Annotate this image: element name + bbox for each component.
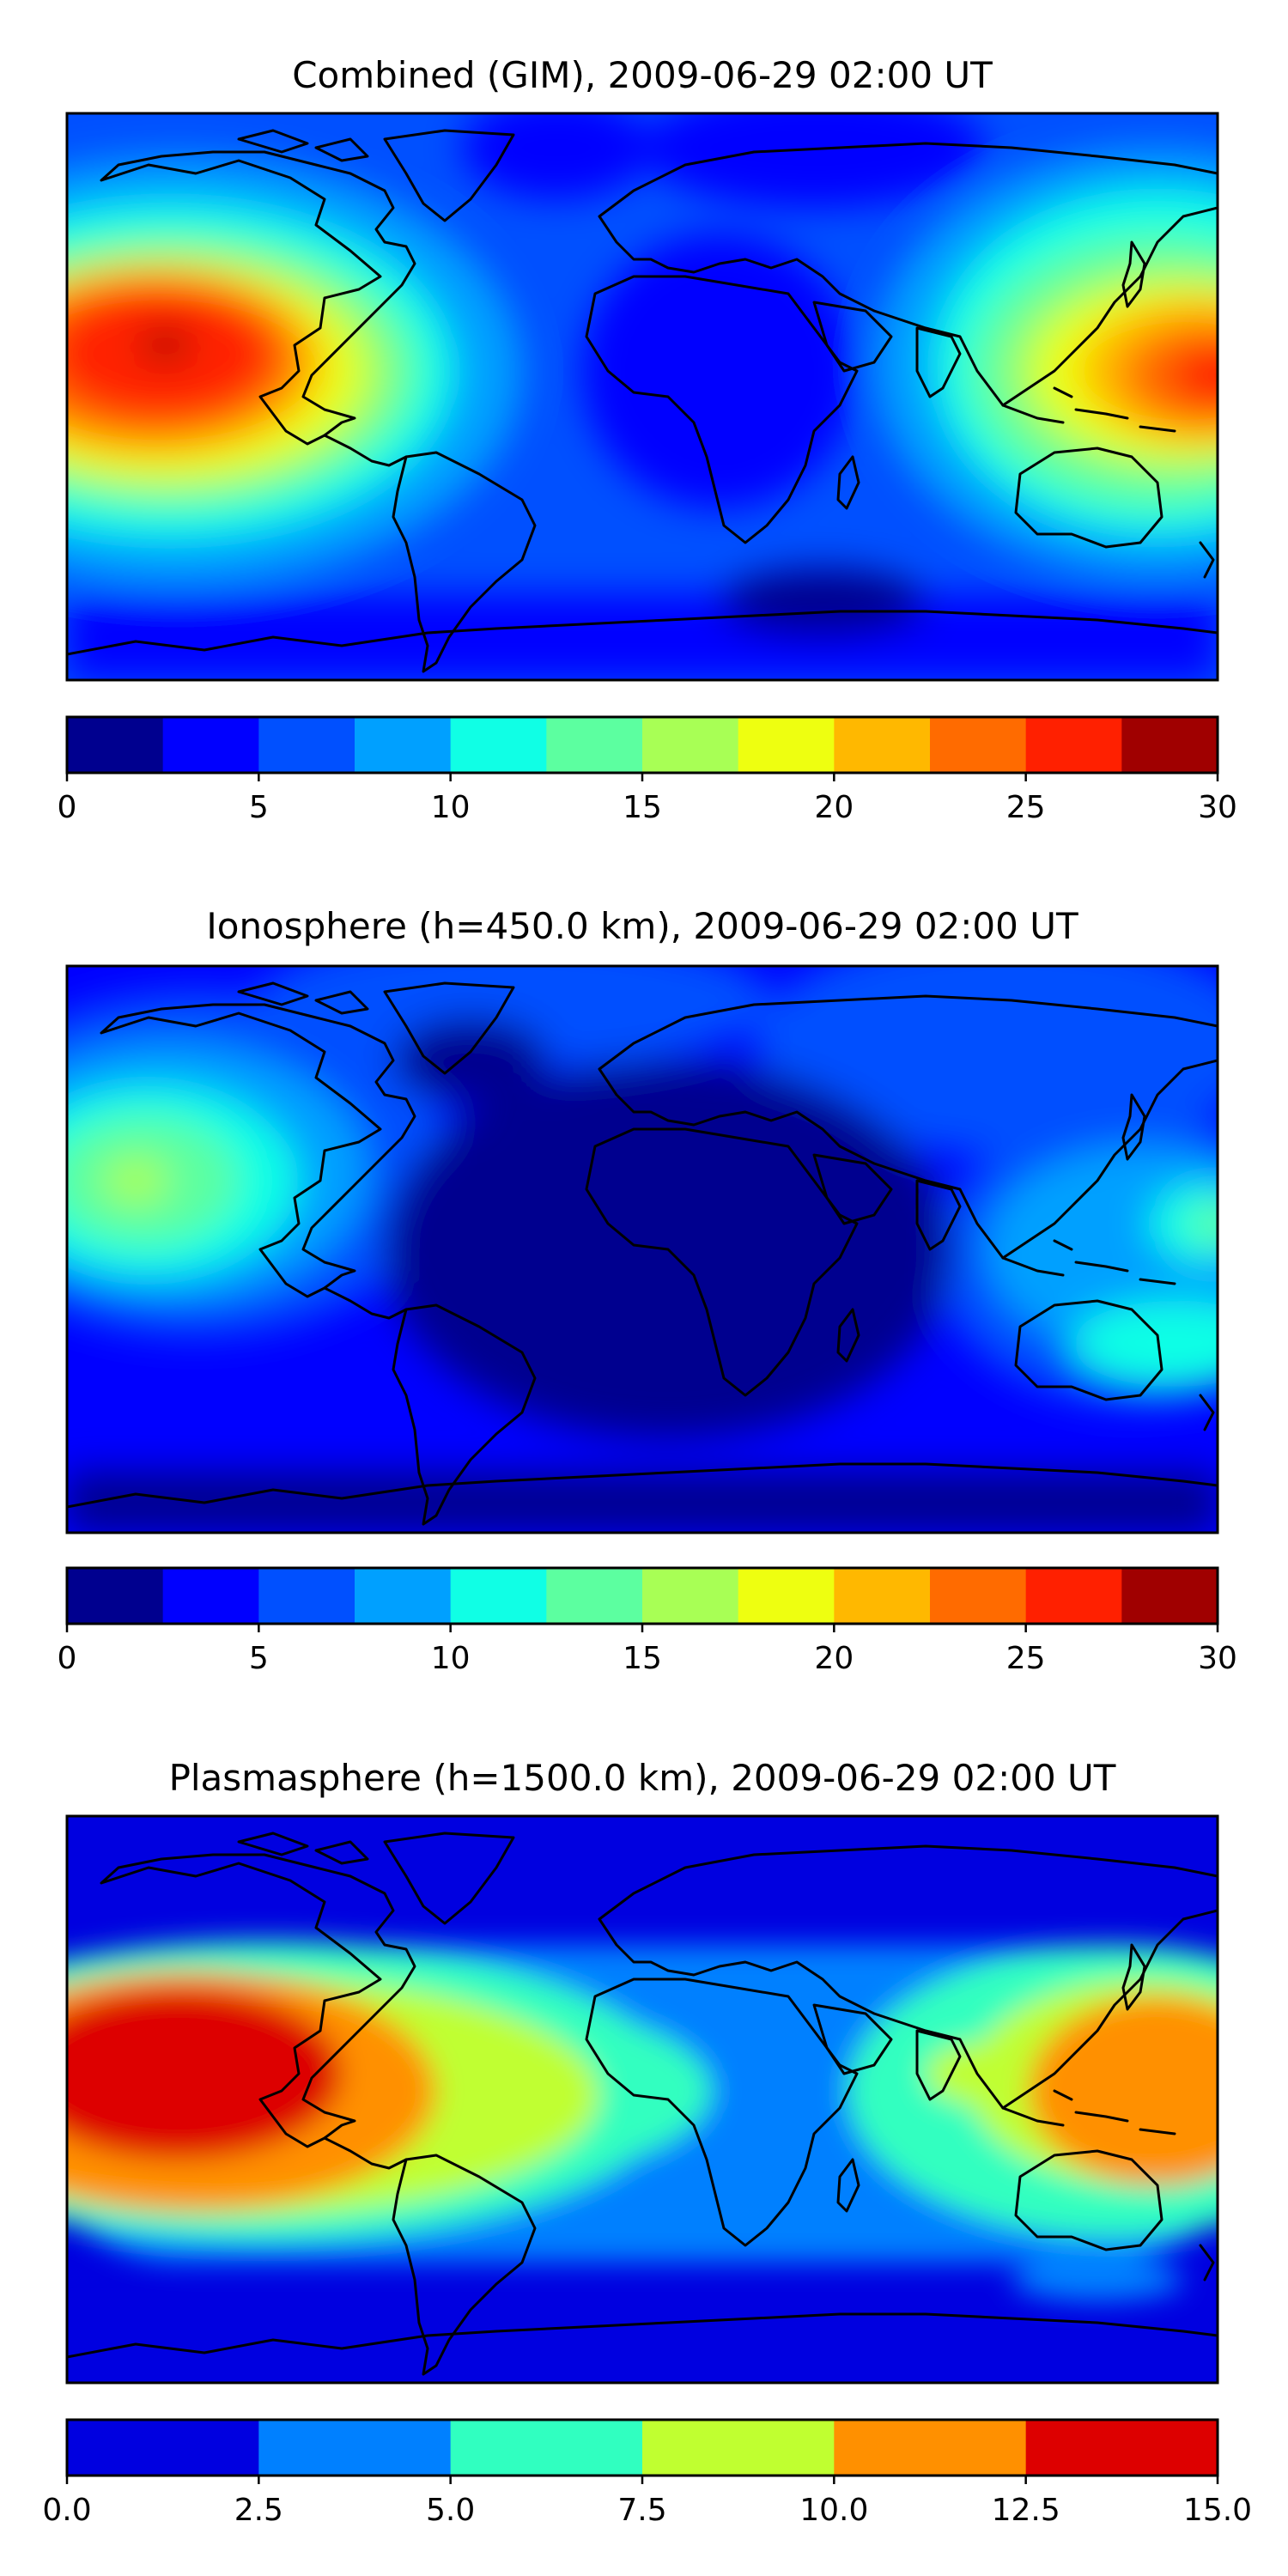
colorbar-segment bbox=[834, 1568, 931, 1624]
colorbar-tick-label: 15 bbox=[623, 790, 662, 825]
colorbar-segment bbox=[1025, 1568, 1122, 1624]
colorbar: 0.0 2.5 5.0 7.5 10.0 12.5 15.0 bbox=[42, 2418, 1252, 2528]
colorbar-tick-label: 10 bbox=[431, 790, 471, 825]
colorbar-tick-label: 5 bbox=[249, 790, 269, 825]
colorbar-tick-label: 10.0 bbox=[799, 2493, 868, 2528]
colorbar-segment bbox=[355, 1568, 452, 1624]
colorbar-segment bbox=[546, 1568, 643, 1624]
colorbar-segment bbox=[642, 717, 739, 773]
colorbar-segment bbox=[642, 2420, 835, 2476]
panel-plasmasphere: Plasmasphere (h=1500.0 km), 2009-06-29 0… bbox=[42, 1757, 1252, 2528]
colorbar-tick-label: 25 bbox=[1006, 790, 1046, 825]
colorbar-tick-label: 10 bbox=[431, 1641, 471, 1676]
colorbar-tick-label: 30 bbox=[1198, 790, 1237, 825]
colorbar-segment bbox=[1025, 717, 1122, 773]
colorbar-segment bbox=[738, 1568, 835, 1624]
colorbar-segment bbox=[258, 1568, 355, 1624]
colorbar-tick-label: 20 bbox=[814, 1641, 854, 1676]
colorbar-segment bbox=[1121, 1568, 1218, 1624]
colorbar-segment bbox=[258, 2420, 452, 2476]
map-frame bbox=[65, 112, 1219, 682]
colorbar-segment bbox=[930, 717, 1027, 773]
colorbar-tick-label: 0.0 bbox=[42, 2493, 91, 2528]
colorbar: 0 5 10 15 20 25 30 bbox=[58, 715, 1237, 825]
colorbar-segment bbox=[162, 717, 259, 773]
colorbar-segment bbox=[67, 717, 164, 773]
colorbar-segment bbox=[642, 1568, 739, 1624]
colorbar-segment bbox=[258, 717, 355, 773]
colorbar-segment bbox=[930, 1568, 1027, 1624]
chart-title: Ionosphere (h=450.0 km), 2009-06-29 02:0… bbox=[206, 905, 1078, 947]
panel-ionosphere: Ionosphere (h=450.0 km), 2009-06-29 02:0… bbox=[58, 905, 1237, 1676]
colorbar-tick-label: 7.5 bbox=[617, 2493, 666, 2528]
colorbar-segment bbox=[450, 717, 547, 773]
map-area bbox=[67, 1816, 1218, 2383]
colorbar-segment bbox=[834, 717, 931, 773]
colorbar-tick-label: 15 bbox=[623, 1641, 662, 1676]
map-area bbox=[67, 966, 1218, 1533]
colorbar-segment bbox=[162, 1568, 259, 1624]
colorbar-segment bbox=[450, 2420, 643, 2476]
chart-title: Plasmasphere (h=1500.0 km), 2009-06-29 0… bbox=[169, 1757, 1116, 1799]
colorbar-segment bbox=[67, 1568, 164, 1624]
colorbar-tick-label: 25 bbox=[1006, 1641, 1046, 1676]
colorbar: 0 5 10 15 20 25 30 bbox=[58, 1566, 1237, 1676]
colorbar-segment bbox=[450, 1568, 547, 1624]
colorbar-segment bbox=[738, 717, 835, 773]
colorbar-tick-label: 0 bbox=[58, 1641, 77, 1676]
colorbar-segment bbox=[1025, 2420, 1218, 2476]
colorbar-tick-label: 2.5 bbox=[234, 2493, 283, 2528]
colorbar-segment bbox=[1121, 717, 1218, 773]
chart-title: Combined (GIM), 2009-06-29 02:00 UT bbox=[292, 54, 993, 96]
panel-combined: Combined (GIM), 2009-06-29 02:00 UT bbox=[58, 54, 1237, 825]
colorbar-tick-label: 12.5 bbox=[992, 2493, 1060, 2528]
colorbar-segment bbox=[546, 717, 643, 773]
colorbar-tick-label: 5 bbox=[249, 1641, 269, 1676]
colorbar-tick-label: 20 bbox=[814, 790, 854, 825]
colorbar-tick-label: 15.0 bbox=[1183, 2493, 1252, 2528]
colorbar-tick-label: 5.0 bbox=[426, 2493, 475, 2528]
colorbar-tick-label: 0 bbox=[58, 790, 77, 825]
map-frame bbox=[65, 964, 1219, 1534]
colorbar-segment bbox=[67, 2420, 259, 2476]
colorbar-segment bbox=[355, 717, 452, 773]
map-area bbox=[67, 113, 1218, 680]
colorbar-segment bbox=[834, 2420, 1027, 2476]
map-frame bbox=[65, 1814, 1219, 2385]
colorbar-tick-label: 30 bbox=[1198, 1641, 1237, 1676]
